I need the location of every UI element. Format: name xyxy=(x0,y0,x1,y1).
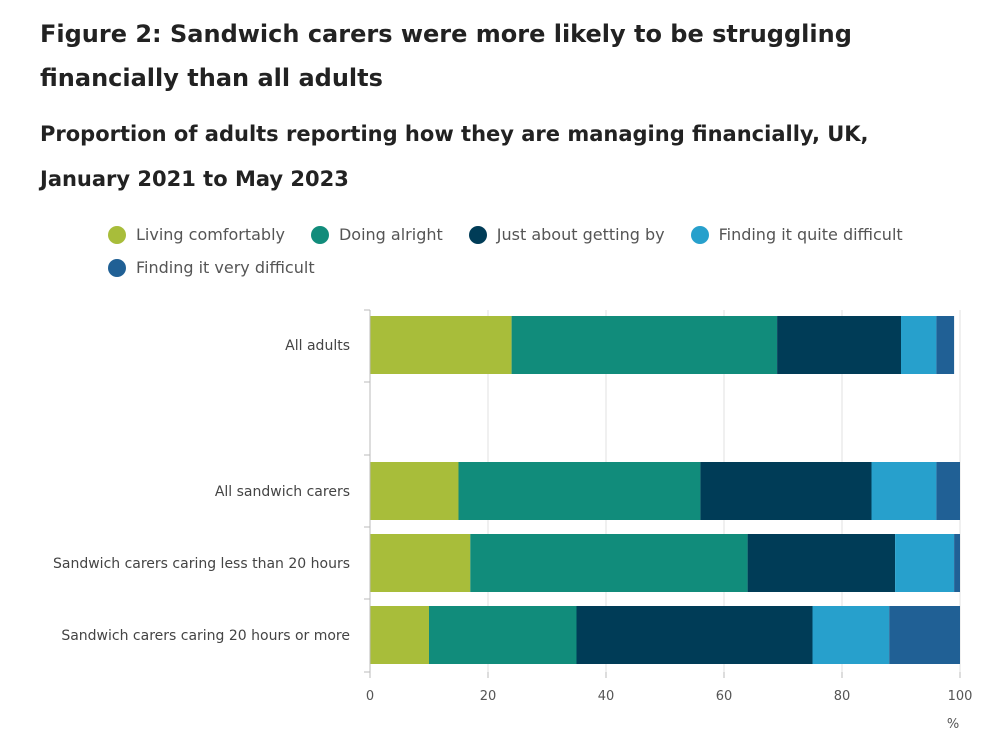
bar-segment xyxy=(370,462,459,520)
stacked-bar-chart: All adults All sandwich carers Sandwich ca… xyxy=(0,0,1000,756)
bar-segment xyxy=(936,316,954,374)
bar-segment xyxy=(748,534,896,592)
bar-segment xyxy=(459,462,701,520)
category-label: All sandwich carers xyxy=(215,484,350,500)
category-label: Sandwich carers caring less than 20 hour… xyxy=(53,556,350,572)
bar-segment xyxy=(577,606,813,664)
bar-segment xyxy=(370,534,470,592)
x-tick-label: 80 xyxy=(834,689,851,704)
bar-segment xyxy=(954,534,960,592)
x-tick-label: 0 xyxy=(366,689,374,704)
bar-segment xyxy=(700,462,871,520)
bar-segment xyxy=(936,462,960,520)
x-axis-label: % xyxy=(947,717,959,732)
bar-segment xyxy=(470,534,747,592)
bar-segment xyxy=(429,606,577,664)
x-tick-label: 40 xyxy=(598,689,615,704)
bar-segment xyxy=(512,316,777,374)
category-label: All adults xyxy=(285,338,350,354)
bar-segment xyxy=(370,316,512,374)
bar-segment xyxy=(901,316,936,374)
x-tick-label: 100 xyxy=(948,689,973,704)
bar-segment xyxy=(370,606,429,664)
bar-segment xyxy=(777,316,901,374)
bar-segment xyxy=(895,534,954,592)
x-tick-label: 20 xyxy=(480,689,497,704)
bar-segment xyxy=(872,462,937,520)
x-tick-label: 60 xyxy=(716,689,733,704)
bar-segment xyxy=(889,606,960,664)
bar-segment xyxy=(813,606,890,664)
category-label: Sandwich carers caring 20 hours or more xyxy=(61,628,350,644)
